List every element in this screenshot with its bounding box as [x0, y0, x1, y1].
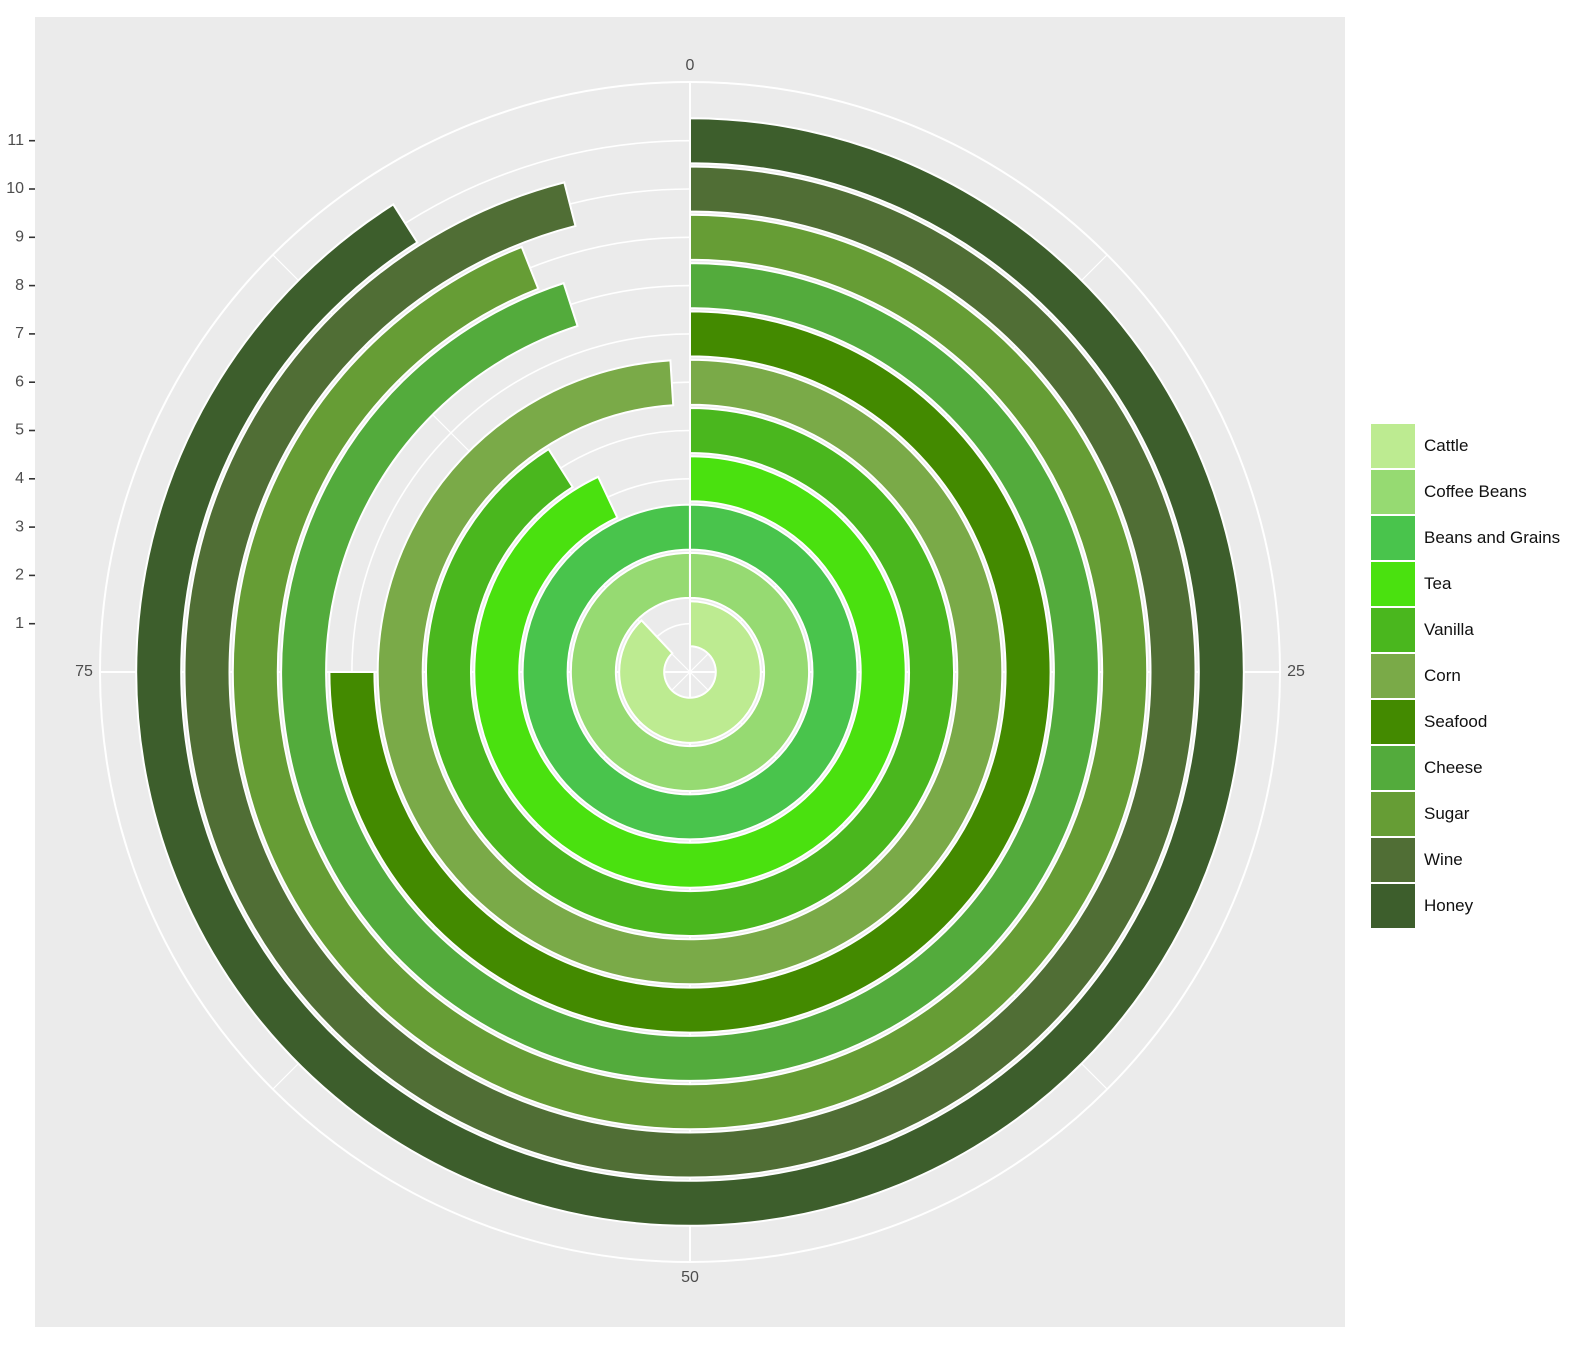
legend-item: Sugar: [1370, 791, 1560, 837]
legend-swatch: [1370, 607, 1416, 653]
r-tick-label: 9: [15, 229, 24, 246]
legend-item: Seafood: [1370, 699, 1560, 745]
legend-item: Honey: [1370, 883, 1560, 929]
theta-tick-label: 25: [1287, 663, 1305, 680]
r-tick-label: 10: [6, 180, 24, 197]
legend-swatch: [1370, 653, 1416, 699]
bar-coffee-beans: [569, 551, 811, 793]
r-tick-label: 2: [15, 567, 24, 584]
bar-beans-and-grains: [521, 503, 859, 841]
legend-label: Seafood: [1424, 712, 1488, 731]
legend-item: Wine: [1370, 837, 1560, 883]
r-tick-label: 1: [15, 615, 24, 632]
legend-label: Honey: [1424, 896, 1474, 915]
legend: Cattle Coffee Beans Beans and Grains Tea Van…: [1370, 423, 1560, 929]
theta-tick-labels: 0 25 50 75: [75, 57, 1305, 1286]
bar-honey: [135, 117, 1245, 1227]
legend-swatch: [1370, 423, 1416, 469]
bar-tea: [473, 455, 907, 889]
legend-item: Vanilla: [1370, 607, 1560, 653]
legend-swatch: [1370, 791, 1416, 837]
legend-label: Coffee Beans: [1424, 482, 1527, 501]
radial-axis: 1 2 3 4 5 6 7 8 9 10 11: [6, 132, 35, 632]
legend-label: Vanilla: [1424, 620, 1474, 639]
bars-layer: [135, 117, 1245, 1227]
legend-swatch: [1370, 745, 1416, 791]
legend-item: Corn: [1370, 653, 1560, 699]
r-tick-label: 3: [15, 518, 24, 535]
bar-corn: [376, 358, 1004, 986]
legend-item: Cheese: [1370, 745, 1560, 791]
bar-seafood: [328, 310, 1052, 1034]
r-tick-label: 4: [15, 470, 24, 487]
legend-swatch: [1370, 699, 1416, 745]
bar-wine: [183, 165, 1197, 1179]
legend-label: Sugar: [1424, 804, 1470, 823]
legend-label: Tea: [1424, 574, 1452, 593]
legend-label: Wine: [1424, 850, 1463, 869]
bar-vanilla: [425, 406, 955, 937]
legend-label: Corn: [1424, 666, 1461, 685]
legend-swatch: [1370, 883, 1416, 929]
legend-swatch: [1370, 837, 1416, 883]
legend-swatch: [1370, 469, 1416, 515]
legend-label: Beans and Grains: [1424, 528, 1561, 547]
r-tick-label: 7: [15, 325, 24, 342]
r-tick-label: 5: [15, 422, 24, 439]
r-tick-label: 11: [7, 132, 24, 149]
legend-swatch: [1370, 561, 1416, 607]
legend-label: Cheese: [1424, 758, 1483, 777]
legend-item: Beans and Grains: [1370, 515, 1560, 561]
r-tick-label: 8: [15, 277, 24, 294]
bar-sugar: [231, 213, 1149, 1131]
legend-item: Cattle: [1370, 423, 1560, 469]
theta-tick-label: 0: [686, 57, 695, 74]
legend-item: Coffee Beans: [1370, 469, 1560, 515]
bar-cheese: [280, 262, 1100, 1082]
theta-tick-label: 50: [681, 1269, 699, 1286]
r-tick-label: 6: [15, 373, 24, 390]
bar-cattle: [618, 600, 762, 744]
legend-swatch: [1370, 515, 1416, 561]
legend-item: Tea: [1370, 561, 1560, 607]
legend-label: Cattle: [1424, 436, 1469, 455]
theta-tick-label: 75: [75, 663, 93, 680]
